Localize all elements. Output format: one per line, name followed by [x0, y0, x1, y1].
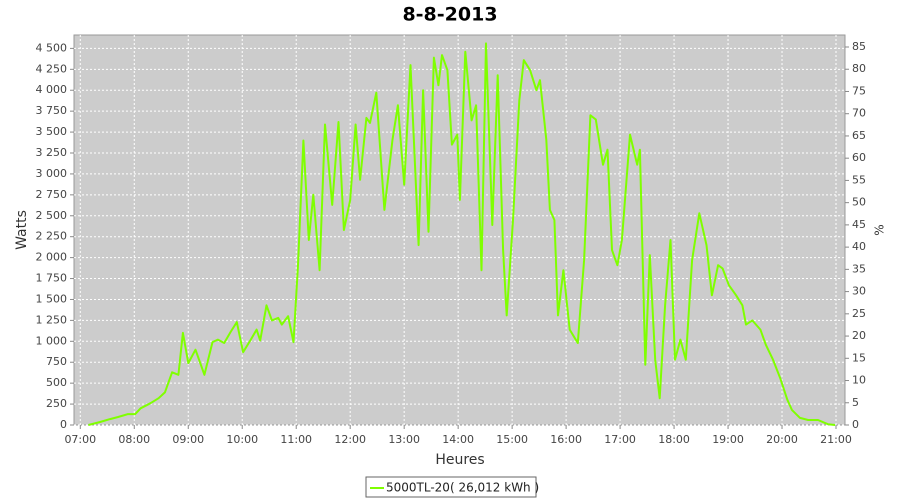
y2-tick-label: 85 — [852, 40, 866, 53]
x-tick-label: 18:00 — [658, 433, 690, 446]
plot-area — [73, 34, 846, 426]
y-tick-label: 2 000 — [36, 251, 68, 264]
x-tick-label: 16:00 — [550, 433, 582, 446]
y2-tick-label: 5 — [852, 396, 859, 409]
y2-tick-label: 25 — [852, 307, 866, 320]
y-tick-label: 3 500 — [36, 125, 68, 138]
y-tick-label: 500 — [46, 376, 67, 389]
y2-tick-label: 70 — [852, 107, 866, 120]
y-tick-label: 4 250 — [36, 62, 68, 75]
y-tick-label: 3 750 — [36, 104, 68, 117]
y2-axis-label: % — [873, 224, 887, 235]
x-axis-label: Heures — [435, 452, 484, 468]
x-tick-label: 09:00 — [172, 433, 204, 446]
x-tick-label: 15:00 — [496, 433, 528, 446]
y2-tick-label: 65 — [852, 129, 866, 142]
y2-tick-label: 15 — [852, 351, 866, 364]
y2-tick-label: 20 — [852, 329, 866, 342]
y-tick-label: 4 000 — [36, 83, 68, 96]
x-tick-label: 13:00 — [388, 433, 420, 446]
x-tick-label: 11:00 — [280, 433, 312, 446]
x-tick-label: 17:00 — [604, 433, 636, 446]
y2-tick-label: 55 — [852, 173, 866, 186]
x-tick-label: 12:00 — [334, 433, 366, 446]
x-tick-label: 20:00 — [766, 433, 798, 446]
y-tick-label: 3 000 — [36, 167, 68, 180]
x-tick-label: 19:00 — [712, 433, 744, 446]
y-tick-label: 0 — [60, 418, 67, 431]
y-tick-label: 1 000 — [36, 334, 68, 347]
x-tick-label: 10:00 — [226, 433, 258, 446]
y-tick-label: 250 — [46, 397, 67, 410]
y-tick-label: 1 250 — [36, 313, 68, 326]
data-line — [88, 42, 836, 426]
y-tick-label: 2 500 — [36, 209, 68, 222]
y-tick-label: 2 750 — [36, 188, 68, 201]
legend-label: 5000TL-20( 26,012 kWh ) — [386, 481, 539, 495]
x-tick-label: 14:00 — [442, 433, 474, 446]
y2-tick-label: 60 — [852, 151, 866, 164]
y2-tick-label: 50 — [852, 196, 866, 209]
y-tick-label: 2 250 — [36, 230, 68, 243]
y2-tick-label: 75 — [852, 84, 866, 97]
legend — [365, 476, 537, 498]
y-tick-label: 1 500 — [36, 292, 68, 305]
y-tick-label: 4 500 — [36, 41, 68, 54]
x-tick-label: 07:00 — [64, 433, 96, 446]
y2-tick-label: 30 — [852, 285, 866, 298]
y2-tick-label: 0 — [852, 418, 859, 431]
y2-tick-label: 45 — [852, 218, 866, 231]
chart-title: 8-8-2013 — [402, 4, 497, 26]
x-tick-label: 08:00 — [118, 433, 150, 446]
y-tick-label: 750 — [46, 355, 67, 368]
y2-tick-label: 80 — [852, 62, 866, 75]
y-axis-label: Watts — [14, 210, 30, 250]
y-tick-label: 3 250 — [36, 146, 68, 159]
x-tick-label: 21:00 — [820, 433, 852, 446]
y2-tick-label: 40 — [852, 240, 866, 253]
y2-tick-label: 35 — [852, 262, 866, 275]
y2-tick-label: 10 — [852, 374, 866, 387]
y-tick-label: 1 750 — [36, 272, 68, 285]
